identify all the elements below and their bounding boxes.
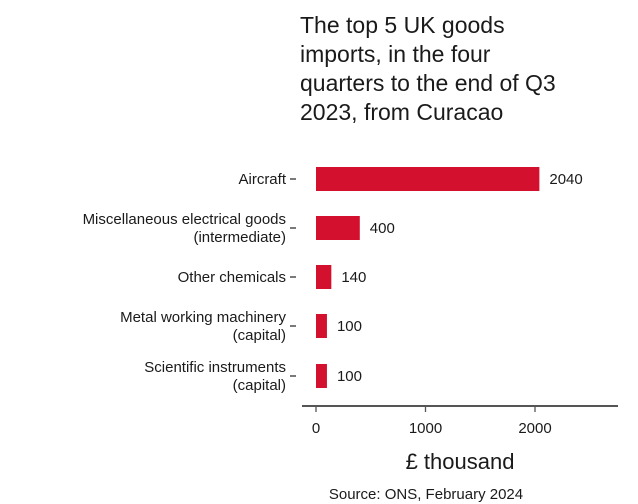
x-tick-label: 0 xyxy=(312,420,320,437)
chart-title-line: quarters to the end of Q3 xyxy=(300,70,556,96)
chart-title-line: 2023, from Curacao xyxy=(300,99,503,125)
category-label: Miscellaneous electrical goods xyxy=(83,211,286,228)
bar-value-label: 400 xyxy=(370,220,395,237)
category-label: (capital) xyxy=(233,327,286,344)
x-tick-label: 1000 xyxy=(409,420,442,437)
bar-value-label: 2040 xyxy=(549,171,582,188)
bar xyxy=(316,167,540,191)
chart-title-line: The top 5 UK goods xyxy=(300,12,505,38)
category-label: Aircraft xyxy=(238,171,286,188)
bar xyxy=(316,364,327,388)
bar-value-label: 100 xyxy=(337,318,362,335)
category-label: (intermediate) xyxy=(193,229,286,246)
value-labels: 2040 400 140 100 100 xyxy=(337,171,583,385)
bar-value-label: 100 xyxy=(337,368,362,385)
chart-title-line: imports, in the four xyxy=(300,41,491,67)
category-label: Scientific instruments xyxy=(144,359,286,376)
category-label: (capital) xyxy=(233,377,286,394)
x-tick-label: 2000 xyxy=(518,420,551,437)
bar xyxy=(316,265,332,289)
bars xyxy=(316,167,540,388)
category-labels: Aircraft Miscellaneous electrical goods(i… xyxy=(83,171,296,394)
chart-title: The top 5 UK goods imports, in the four qu… xyxy=(300,12,556,125)
x-axis-title: £ thousand xyxy=(406,449,515,474)
source-caption: Source: ONS, February 2024 xyxy=(329,486,523,503)
category-label: Other chemicals xyxy=(178,269,286,286)
bar-value-label: 140 xyxy=(341,269,366,286)
category-label: Metal working machinery xyxy=(120,309,286,326)
x-axis: 0 1000 2000 xyxy=(302,405,618,437)
bar xyxy=(316,216,360,240)
bar xyxy=(316,314,327,338)
